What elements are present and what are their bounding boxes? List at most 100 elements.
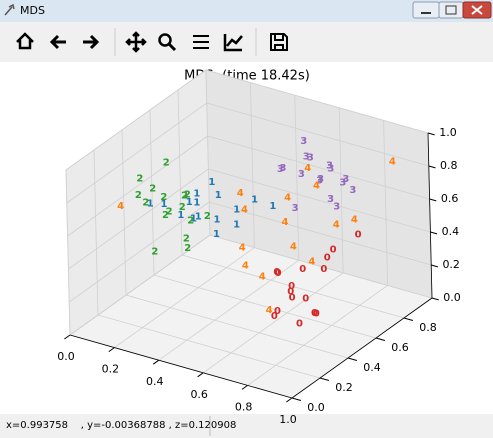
digit-point: 3 [280,163,287,174]
digit-point: 0 [324,252,331,263]
digit-point: 2 [162,210,169,221]
z-tick-label: 0.4 [442,225,460,238]
grid-line [206,102,429,167]
digit-point: 4 [308,256,315,267]
tick-mark [428,165,436,169]
maximize-button[interactable] [438,1,464,19]
digit-point: 1 [147,199,154,210]
grid-line [114,247,255,348]
digit-point: 0 [288,281,295,292]
forward-button[interactable] [83,34,100,50]
grid-line [205,69,429,134]
digit-point: 0 [274,306,281,317]
digit-point: 3 [333,202,340,213]
digit-point: 0 [330,245,337,256]
grid-line [383,120,388,286]
digit-point: 2 [136,174,143,185]
grid-line [68,168,209,270]
digit-point: 0 [275,268,282,279]
digit-point: 2 [142,197,149,208]
axis-line [69,334,293,399]
grid-line [177,89,183,256]
digit-point: 1 [251,194,258,205]
digit-point: 4 [304,163,311,174]
edit-button[interactable] [223,34,243,52]
digit-point: 3 [303,152,310,163]
y-tick-label: 0.8 [419,321,437,334]
digit-point: 4 [333,220,340,231]
digit-point: 2 [151,247,158,258]
pan-button[interactable] [125,31,147,53]
z-tick-label: 1.0 [439,126,457,139]
home-button[interactable] [16,32,34,50]
maximize-icon [445,5,457,15]
digit-point: 3 [339,177,346,188]
digit-point: 1 [233,220,240,231]
digit-point: 2 [163,158,170,169]
grid-line [69,234,211,336]
back-button[interactable] [49,34,66,50]
digit-point: 4 [351,215,358,226]
grid-line [158,259,300,361]
save-button[interactable] [270,33,288,51]
digit-point: 4 [239,242,246,253]
grid-line [93,149,99,316]
digit-point: 3 [277,164,284,175]
digit-point: 3 [317,174,324,185]
tick-mark [319,377,330,382]
digit-point: 0 [289,293,296,304]
grid-line [208,168,431,233]
digit-point: 0 [296,319,303,330]
digit-point: 1 [186,197,193,208]
digit-point: 3 [349,185,356,196]
x-tick-label: 0.2 [102,363,120,376]
tick-mark [375,337,386,342]
digit-point: 4 [290,242,297,253]
y-tick-label: 0.2 [335,381,353,394]
status-bar [0,414,493,438]
grid-line [181,254,405,319]
configure-button[interactable] [193,35,209,49]
minimize-button[interactable] [412,1,440,19]
digit-point: 1 [213,214,220,225]
toolbar [0,22,493,62]
digit-point: 3 [327,194,334,205]
grid-line [65,169,71,336]
x-tick-label: 0.4 [146,375,164,388]
digit-point: 1 [195,212,202,223]
digit-point: 0 [299,264,306,275]
digit-point: 1 [215,190,222,201]
digit-point: 4 [117,201,124,212]
digit-point: 4 [259,271,266,282]
zoom-button[interactable] [158,33,172,47]
digit-point: 1 [190,213,197,224]
digit-point: 3 [316,176,323,187]
window-title: MDS [20,4,45,17]
y-tick-label: 0.0 [307,401,325,414]
tick-mark [241,384,248,390]
digit-point: 4 [241,204,248,215]
grid-line [202,272,344,374]
app-icon [4,3,15,16]
tick-mark [286,397,293,403]
grid-line [250,82,255,248]
grid-line [153,274,377,339]
grid-line [209,201,432,266]
digit-point: 3 [307,153,314,164]
tick-mark [108,347,115,353]
grid-line [97,314,321,379]
z-tick-label: 0.8 [440,159,458,172]
digit-point: 1 [193,197,200,208]
digit-point: 3 [326,161,333,172]
digit-point: 1 [193,188,200,199]
digit-point: 0 [302,293,309,304]
digit-point: 4 [389,156,396,167]
plot: 0.0 0.2 0.4 0.6 0.8 1.0 0.0 0.2 0.4 0.6 0.8 0.0 0.2 0… [57,69,461,426]
status-text: x=0.993758 , y=-0.00368788 , z=0.120908 [6,420,236,431]
grid-line [121,129,127,296]
tick-mark [64,334,71,340]
digit-point: 2 [204,211,211,222]
digit-point: 1 [269,201,276,212]
toolbar-icons [16,31,288,53]
